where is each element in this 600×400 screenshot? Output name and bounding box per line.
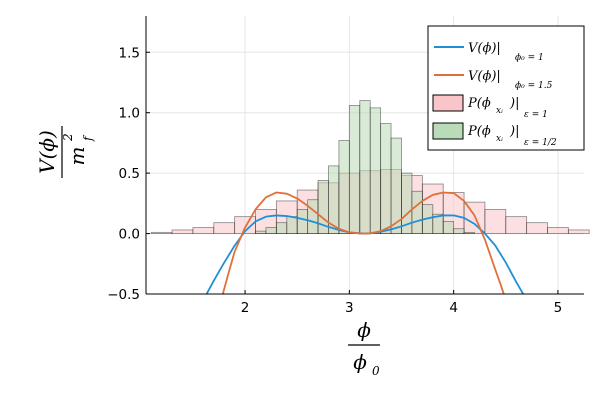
- y-tick-label-1: 0.0: [119, 227, 140, 243]
- histogram-1-bar-2: [192, 227, 215, 234]
- histogram-1-bar-15: [463, 201, 486, 234]
- y-axis-label-denominator-sub: f: [81, 134, 95, 142]
- histogram-1-bar-19: [547, 227, 569, 234]
- legend-item-patch-2: P(ϕ xᵢ )| ε = 1/2: [432, 122, 557, 148]
- y-tick-label-2: 0.5: [119, 166, 140, 182]
- histogram-1-bar-16: [484, 208, 507, 234]
- legend-label-4-sub: ε = 1/2: [524, 138, 557, 148]
- histogram-2-bar-1: [265, 227, 277, 234]
- legend-item-line-1: V(ϕ)| ϕ₀ = 1: [434, 41, 544, 63]
- legend-label-4-main: P(ϕ: [467, 124, 491, 139]
- histogram-2-bar-3: [286, 216, 298, 234]
- histogram-2-bar-12: [380, 123, 392, 234]
- curves: [205, 191, 525, 294]
- legend: V(ϕ)| ϕ₀ = 1 V(ϕ)| ϕ₀ = 1.5 P(ϕ xᵢ )| ε …: [427, 25, 585, 151]
- histogram-1-bar-18: [526, 222, 548, 234]
- axes: [145, 16, 584, 295]
- histogram-1-bar-1: [171, 229, 194, 234]
- legend-item-line-2: V(ϕ)| ϕ₀ = 1.5: [434, 69, 553, 91]
- y-axis-label-numerator: V(ϕ): [35, 130, 59, 174]
- histogram-2-bar-17: [432, 213, 444, 234]
- x-axis-label: ϕ ϕ 0: [348, 318, 380, 378]
- histogram-1-bar-0: [150, 231, 173, 234]
- tick-labels: 2 3 4 5 −0.5 0.0 0.5 1.0 1.5: [107, 45, 562, 316]
- histogram-2-bar-2: [275, 222, 288, 234]
- y-axis-label-denominator-sup: 2: [61, 133, 75, 142]
- histogram-2-bar-4: [296, 208, 309, 234]
- legend-label-1-sub: ϕ₀ = 1: [515, 53, 544, 63]
- legend-swatch-patch-2: [432, 122, 464, 140]
- histograms: [150, 100, 590, 234]
- legend-swatch-patch-1: [432, 94, 464, 112]
- x-tick-label-1: 3: [345, 300, 354, 316]
- legend-label-3-mid: xᵢ: [496, 106, 503, 116]
- legend-label-3-main: P(ϕ: [467, 96, 491, 111]
- legend-label-3-sub: ε = 1: [524, 110, 548, 120]
- y-axis-label-denominator: m: [65, 147, 89, 166]
- histogram-2-bar-15: [411, 190, 423, 234]
- histogram-2-bar-11: [369, 107, 382, 234]
- legend-label-4-mid: xᵢ: [496, 134, 503, 144]
- legend-label-3-tail: )|: [509, 96, 519, 111]
- histogram-1-bar-17: [505, 216, 528, 234]
- legend-item-patch-1: P(ϕ xᵢ )| ε = 1: [432, 94, 548, 120]
- x-tick-label-2: 4: [449, 300, 458, 316]
- y-tick-label-0: −0.5: [107, 287, 140, 303]
- legend-label-1-main: V(ϕ)|: [468, 41, 501, 56]
- x-tick-label-3: 5: [554, 300, 563, 316]
- histogram-2-bar-9: [348, 105, 361, 234]
- x-axis-label-numerator: ϕ: [357, 318, 371, 342]
- histogram-2-bar-18: [442, 221, 455, 234]
- histogram-2-bar-10: [359, 100, 371, 234]
- histogram-2-bar-19: [453, 228, 465, 234]
- legend-label-2-sub: ϕ₀ = 1.5: [515, 81, 553, 91]
- x-tick-label-0: 2: [241, 300, 250, 316]
- histogram-2-bar-5: [307, 199, 319, 234]
- y-axis-label: V(ϕ) m 2 f: [35, 126, 95, 178]
- x-axis-label-denominator: ϕ: [353, 350, 367, 374]
- histogram-2-bar-20: [463, 231, 475, 234]
- histogram-2-bar-0: [255, 230, 267, 234]
- curve-2: [221, 191, 505, 294]
- histogram-1-bar-3: [213, 222, 236, 234]
- legend-label-2-main: V(ϕ)|: [468, 69, 501, 84]
- y-tick-label-4: 1.5: [119, 45, 140, 61]
- histogram-2-bar-8: [338, 140, 350, 234]
- y-tick-label-3: 1.0: [119, 106, 140, 122]
- legend-label-4-tail: )|: [509, 124, 519, 139]
- histogram-1-bar-20: [567, 229, 590, 234]
- x-axis-label-denominator-sub: 0: [372, 364, 380, 378]
